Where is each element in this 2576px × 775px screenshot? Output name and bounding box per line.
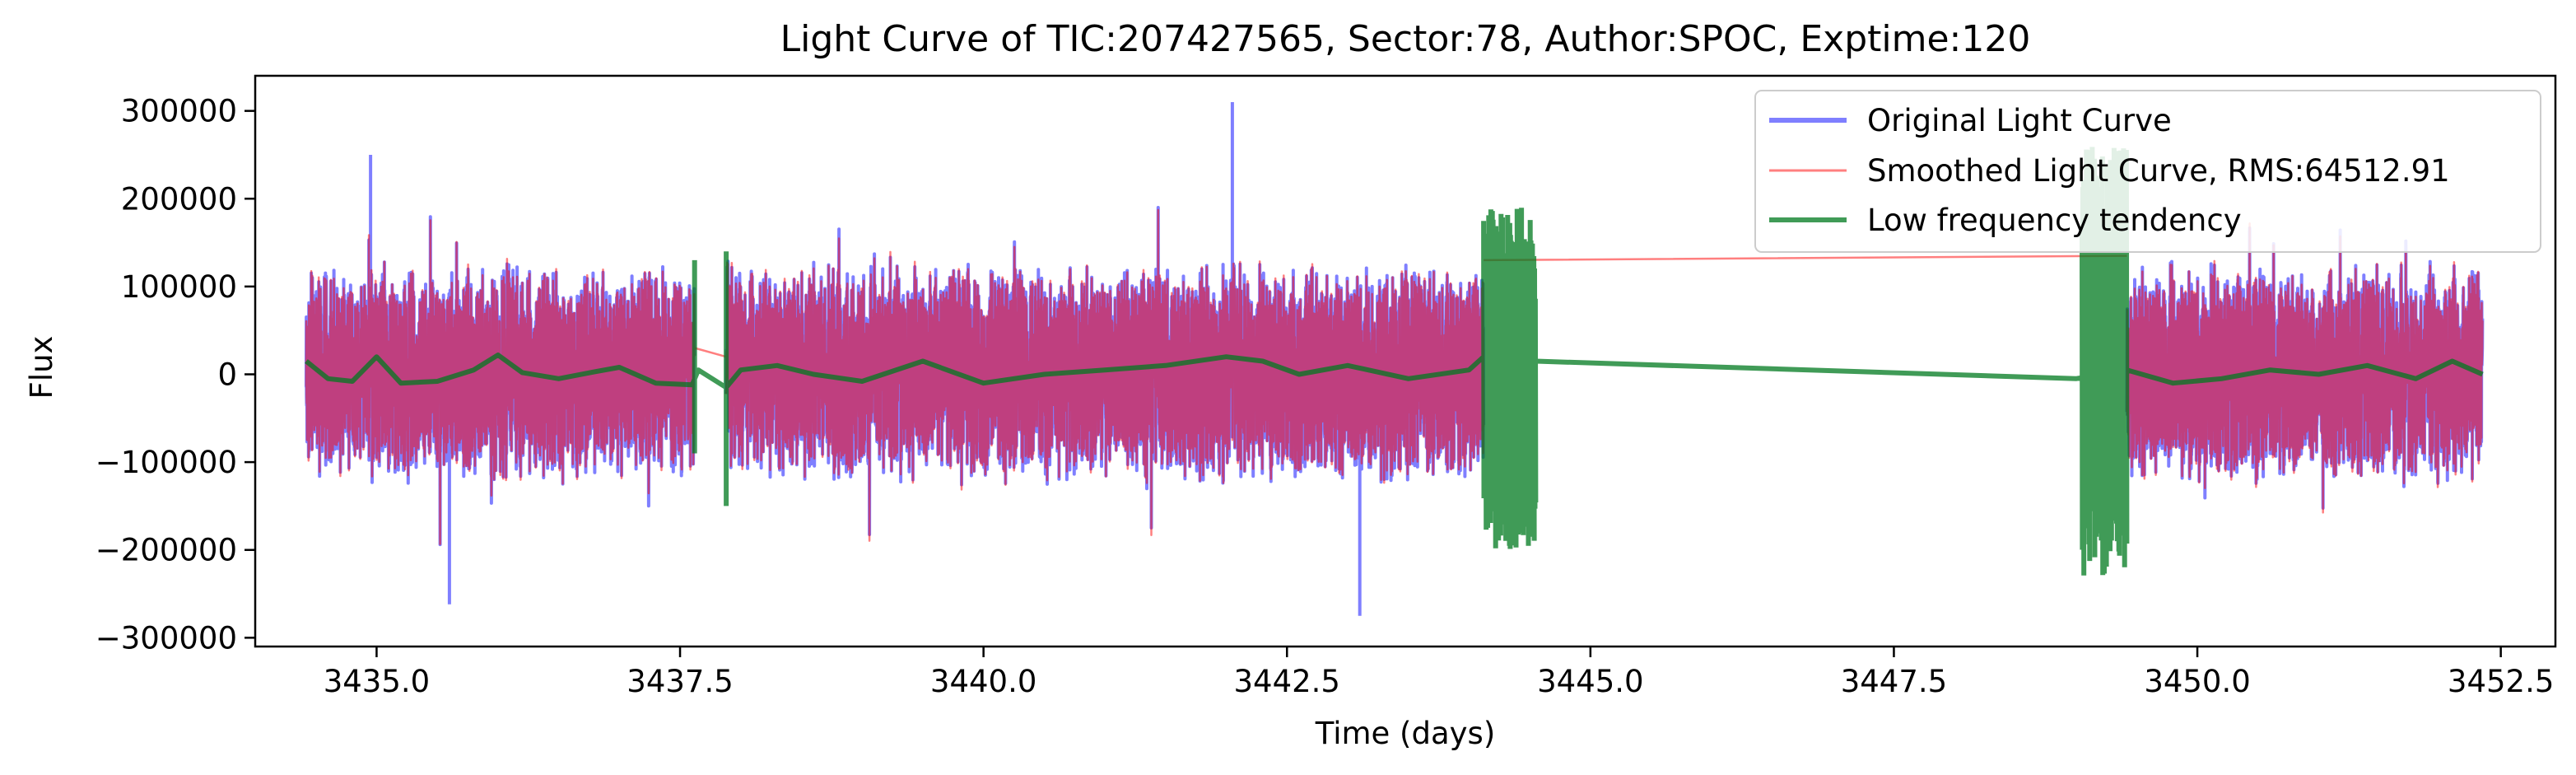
x-tick-label: 3450.0 [2144, 664, 2250, 699]
y-tick-label: −300000 [95, 620, 237, 656]
legend-label-original: Original Light Curve [1867, 103, 2172, 138]
x-tick-label: 3445.0 [1537, 664, 1643, 699]
y-tick-label: 100000 [121, 269, 237, 305]
y-tick-label: 0 [217, 357, 237, 392]
legend: Original Light Curve Smoothed Light Curv… [1754, 90, 2541, 253]
y-tick-label: −200000 [95, 533, 237, 568]
legend-box [1754, 90, 2541, 253]
x-tick-label: 3435.0 [324, 664, 430, 699]
x-axis: 3435.0 3437.5 3440.0 3442.5 3445.0 3447.5 3450… [324, 647, 2554, 699]
x-tick-label: 3437.5 [627, 664, 733, 699]
series-low-frequency-tendency [305, 147, 2484, 576]
x-tick-label: 3447.5 [1841, 664, 1947, 699]
y-axis-label: Flux [24, 336, 59, 399]
axes-frame [254, 74, 2557, 648]
x-tick-label: 3440.0 [930, 664, 1036, 699]
legend-label-smoothed: Smoothed Light Curve, RMS:64512.91 [1867, 153, 2450, 189]
legend-label-trend: Low frequency tendency [1867, 203, 2242, 238]
y-tick-label: −100000 [95, 445, 237, 480]
x-axis-label: Time (days) [1315, 716, 1496, 751]
series-smoothed-light-curve [305, 208, 2484, 545]
y-axis: 300000 200000 100000 0 −100000 −200000 −300000 [95, 94, 255, 656]
plot-area [304, 102, 2485, 616]
x-tick-label: 3452.5 [2448, 664, 2554, 699]
x-tick-label: 3442.5 [1234, 664, 1340, 699]
y-tick-label: 300000 [121, 94, 237, 129]
y-tick-label: 200000 [121, 181, 237, 217]
chart-title: Light Curve of TIC:207427565, Sector:78,… [780, 18, 2031, 60]
